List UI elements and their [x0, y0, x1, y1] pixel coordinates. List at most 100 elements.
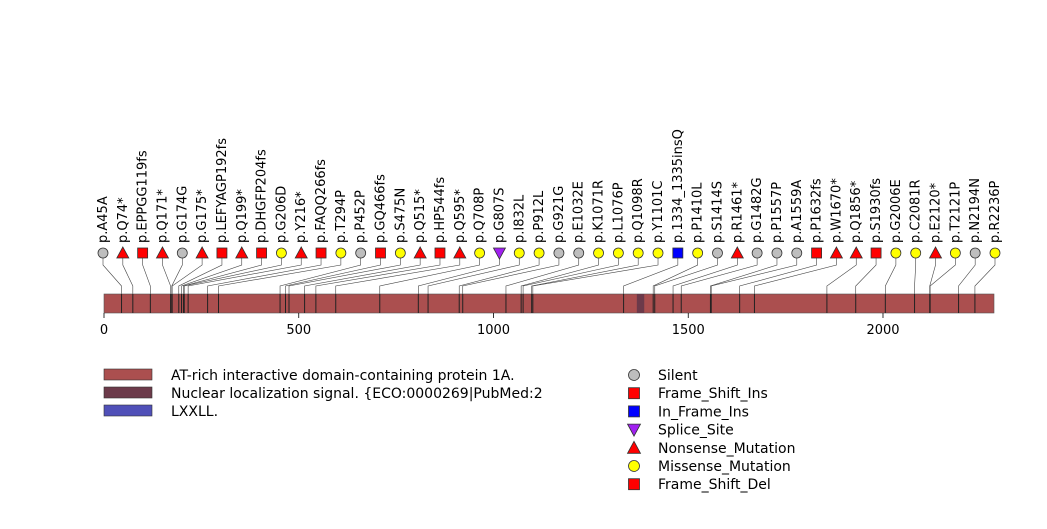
mutation-marker [593, 247, 604, 259]
mutation-marker [235, 246, 249, 259]
mutation-label: p.P1410L [691, 182, 706, 243]
connector-line [458, 253, 540, 294]
mutation-label: p.R1461* [730, 181, 745, 243]
type-legend-symbol [628, 405, 640, 418]
mutation-marker [632, 247, 644, 259]
mutation-marker [492, 247, 507, 260]
mutation-marker [553, 247, 565, 259]
connector-line [929, 253, 956, 294]
mutation-marker [829, 246, 844, 259]
protein-bar [103, 293, 995, 314]
mutation-label: p.W1670* [829, 178, 844, 243]
mutation-marker [910, 247, 922, 259]
mutation-label: p.P1632fs [810, 178, 825, 243]
connector-line [505, 253, 580, 294]
mutation-label: p.FAQQ266fs [314, 159, 329, 243]
mutation-label: p.Q1856* [849, 180, 864, 243]
mutation-marker [97, 247, 109, 259]
connector-line [680, 253, 758, 294]
connector-line [974, 253, 996, 294]
mutation-marker [771, 247, 783, 259]
mutation-markers [97, 246, 1001, 260]
connector-line [207, 253, 322, 294]
mutation-label: p.P1557P [770, 182, 785, 243]
connector-line [531, 253, 639, 294]
connector-line [171, 253, 203, 294]
mutation-label: p.Y216* [294, 191, 309, 243]
connector-line [187, 253, 302, 294]
mutation-marker [652, 247, 664, 259]
mutation-marker [672, 247, 684, 259]
mutation-marker [413, 246, 427, 259]
type-legend-symbol [626, 440, 642, 454]
connector-line [710, 253, 778, 294]
axis-tick-label: 500 [286, 323, 311, 338]
mutation-marker [989, 247, 1001, 259]
mutation-marker [969, 247, 981, 259]
mutation-marker [928, 246, 943, 259]
axis-tick-label: 0 [100, 323, 108, 338]
mutation-label: p.I832L [512, 194, 527, 243]
domain-legend-label: Nuclear localization signal. {ECO:000026… [171, 386, 543, 402]
mutation-label: p.S1414S [710, 181, 725, 243]
connector-line [304, 253, 421, 294]
mutation-label: p.Q595* [453, 189, 468, 243]
type-legend-symbol [628, 369, 640, 381]
type-legend-symbol [628, 478, 640, 491]
mutation-label: p.G175* [195, 189, 210, 243]
connector-line [178, 253, 223, 294]
type-legend-label: Silent [658, 368, 698, 384]
mutation-label: p.P912L [532, 190, 547, 243]
connector-line [885, 253, 897, 294]
domain-legend-label: AT-rich interactive domain-containing pr… [171, 368, 515, 384]
connector-line [315, 253, 441, 294]
connector-line [418, 253, 500, 294]
connector-line [826, 253, 857, 294]
connector-line [652, 253, 698, 294]
mutation-label: p.LEFYAGP192fs [215, 138, 230, 243]
connector-lines [102, 253, 996, 294]
mutation-label: p.C2081R [909, 179, 924, 243]
mutation-marker [195, 246, 209, 259]
connector-line [427, 253, 520, 294]
mutation-marker [375, 247, 386, 259]
mutation-marker [533, 247, 545, 259]
mutation-marker [315, 247, 327, 259]
domain-region-0 [636, 294, 645, 313]
mutation-marker [751, 247, 763, 259]
type-legend-label: Missense_Mutation [658, 459, 791, 475]
domain-legend-label: LXXLL. [171, 404, 218, 420]
connector-line [654, 253, 718, 294]
mutation-label: p.Q1098R [631, 178, 646, 243]
domain-legend-swatch [103, 386, 153, 399]
mutation-label: p.GQ466fs [374, 174, 389, 243]
mutation-label: p.G174G [175, 186, 190, 243]
mutation-marker [890, 247, 902, 259]
mutation-label: p.Q199* [235, 189, 250, 243]
mutation-label: p.N2194N [968, 178, 983, 243]
connector-line [183, 253, 282, 294]
mutation-label: p.HP544fs [433, 177, 448, 243]
connector-line [520, 253, 599, 294]
connector-line [162, 253, 171, 294]
x-axis: 0 500 1000 1500 2000 [100, 313, 900, 338]
mutation-marker [434, 247, 446, 259]
connector-line [142, 253, 151, 294]
mutation-label: p.1334_1335insQ [671, 129, 686, 243]
mutation-marker [294, 246, 308, 259]
mutation-label: p.Q515* [413, 189, 428, 243]
type-legend-label: Splice_Site [658, 423, 734, 439]
mutation-marker [116, 246, 130, 259]
connector-line [855, 253, 877, 294]
mutation-label: p.G206D [274, 186, 289, 243]
mutation-marker [870, 247, 882, 259]
mutation-label: p.A1559A [790, 180, 805, 243]
connector-line [335, 253, 461, 294]
connector-line [279, 253, 361, 294]
mutation-marker [811, 247, 822, 259]
mutation-marker [949, 247, 961, 259]
type-legend-label: Frame_Shift_Ins [658, 386, 768, 402]
connector-line [522, 253, 619, 294]
type-legend-symbol [628, 387, 640, 400]
mutation-label: p.L1076P [611, 182, 626, 243]
